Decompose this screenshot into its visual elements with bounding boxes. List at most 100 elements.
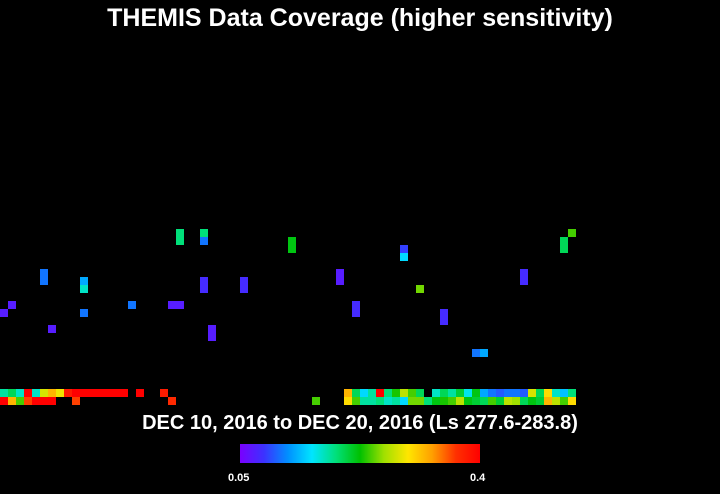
coverage-cell <box>520 277 528 285</box>
coverage-swath-cell <box>88 389 96 397</box>
coverage-swath-cell <box>24 397 32 405</box>
coverage-cell <box>176 237 184 245</box>
coverage-cell <box>440 317 448 325</box>
coverage-swath-cell <box>464 389 472 397</box>
coverage-swath-cell <box>80 389 88 397</box>
coverage-swath-cell <box>416 389 424 397</box>
coverage-swath-cell <box>432 397 440 405</box>
coverage-cell <box>200 237 208 245</box>
coverage-swath-cell <box>432 389 440 397</box>
coverage-swath-cell <box>464 397 472 405</box>
coverage-swath-cell <box>448 389 456 397</box>
coverage-cell <box>480 349 488 357</box>
colorbar-gradient <box>240 444 480 463</box>
coverage-swath-cell <box>64 389 72 397</box>
colorbar-min-label: 0.05 <box>228 472 250 484</box>
coverage-swath-cell <box>440 397 448 405</box>
coverage-swath-cell <box>472 389 480 397</box>
coverage-swath-cell <box>32 389 40 397</box>
coverage-cell <box>520 269 528 277</box>
coverage-swath-cell <box>96 389 104 397</box>
coverage-swath-cell <box>16 397 24 405</box>
coverage-swath-cell <box>520 397 528 405</box>
coverage-cell <box>80 277 88 285</box>
coverage-swath-cell <box>456 389 464 397</box>
coverage-cell <box>176 301 184 309</box>
coverage-swath-cell <box>488 397 496 405</box>
coverage-swath-cell <box>504 397 512 405</box>
coverage-swath-cell <box>440 389 448 397</box>
coverage-swath-cell <box>120 389 128 397</box>
coverage-swath-cell <box>536 389 544 397</box>
coverage-cell <box>200 285 208 293</box>
coverage-cell <box>352 301 360 309</box>
coverage-cell <box>80 309 88 317</box>
coverage-swath-cell <box>0 397 8 405</box>
coverage-cell <box>0 309 8 317</box>
coverage-cell <box>352 309 360 317</box>
coverage-swath-cell <box>552 397 560 405</box>
coverage-cell <box>168 301 176 309</box>
coverage-swath-cell <box>480 397 488 405</box>
coverage-swath-cell <box>376 389 384 397</box>
coverage-cell <box>208 333 216 341</box>
coverage-swath-cell <box>344 397 352 405</box>
coverage-swath-cell <box>408 389 416 397</box>
coverage-cell <box>416 285 424 293</box>
coverage-swath-cell <box>312 397 320 405</box>
coverage-swath-cell <box>568 397 576 405</box>
coverage-swath-cell <box>40 397 48 405</box>
coverage-cell <box>128 301 136 309</box>
coverage-swath-cell <box>384 389 392 397</box>
map-title: THEMIS Data Coverage (higher sensitivity… <box>107 4 613 32</box>
coverage-swath-cell <box>56 389 64 397</box>
coverage-swath-cell <box>496 389 504 397</box>
coverage-swath-cell <box>480 389 488 397</box>
coverage-swath-cell <box>104 389 112 397</box>
coverage-swath-cell <box>0 389 8 397</box>
coverage-swath-cell <box>536 397 544 405</box>
coverage-swath-cell <box>400 389 408 397</box>
coverage-cell <box>400 245 408 253</box>
coverage-swath-cell <box>40 389 48 397</box>
coverage-cell <box>568 229 576 237</box>
coverage-swath-cell <box>560 389 568 397</box>
coverage-swath-cell <box>504 389 512 397</box>
coverage-swath-cell <box>400 397 408 405</box>
coverage-cell <box>560 245 568 253</box>
coverage-swath-cell <box>424 397 432 405</box>
coverage-swath-cell <box>384 397 392 405</box>
colorbar-max-label: 0.4 <box>470 472 486 484</box>
coverage-cell <box>240 277 248 285</box>
coverage-swath-cell <box>160 389 168 397</box>
coverage-swath-cell <box>352 389 360 397</box>
date-range-label: DEC 10, 2016 to DEC 20, 2016 (Ls 277.6-2… <box>142 412 578 434</box>
coverage-cell <box>176 229 184 237</box>
coverage-swath-cell <box>488 389 496 397</box>
coverage-cell <box>440 309 448 317</box>
coverage-cell <box>8 301 16 309</box>
coverage-cells <box>0 229 576 405</box>
coverage-swath-cell <box>8 397 16 405</box>
coverage-swath-cell <box>136 389 144 397</box>
coverage-cell <box>200 277 208 285</box>
coverage-swath-cell <box>512 397 520 405</box>
coverage-swath-cell <box>528 397 536 405</box>
coverage-swath-cell <box>168 397 176 405</box>
coverage-swath-cell <box>32 397 40 405</box>
coverage-swath-cell <box>392 389 400 397</box>
coverage-swath-cell <box>368 389 376 397</box>
coverage-cell <box>336 277 344 285</box>
coverage-swath-cell <box>360 397 368 405</box>
coverage-swath-cell <box>472 397 480 405</box>
coverage-swath-cell <box>520 389 528 397</box>
coverage-swath-cell <box>528 389 536 397</box>
coverage-cell <box>336 269 344 277</box>
colorbar <box>240 444 480 463</box>
coverage-swath-cell <box>544 389 552 397</box>
coverage-swath-cell <box>72 397 80 405</box>
coverage-swath-cell <box>368 397 376 405</box>
coverage-cell <box>472 349 480 357</box>
coverage-swath-cell <box>48 389 56 397</box>
